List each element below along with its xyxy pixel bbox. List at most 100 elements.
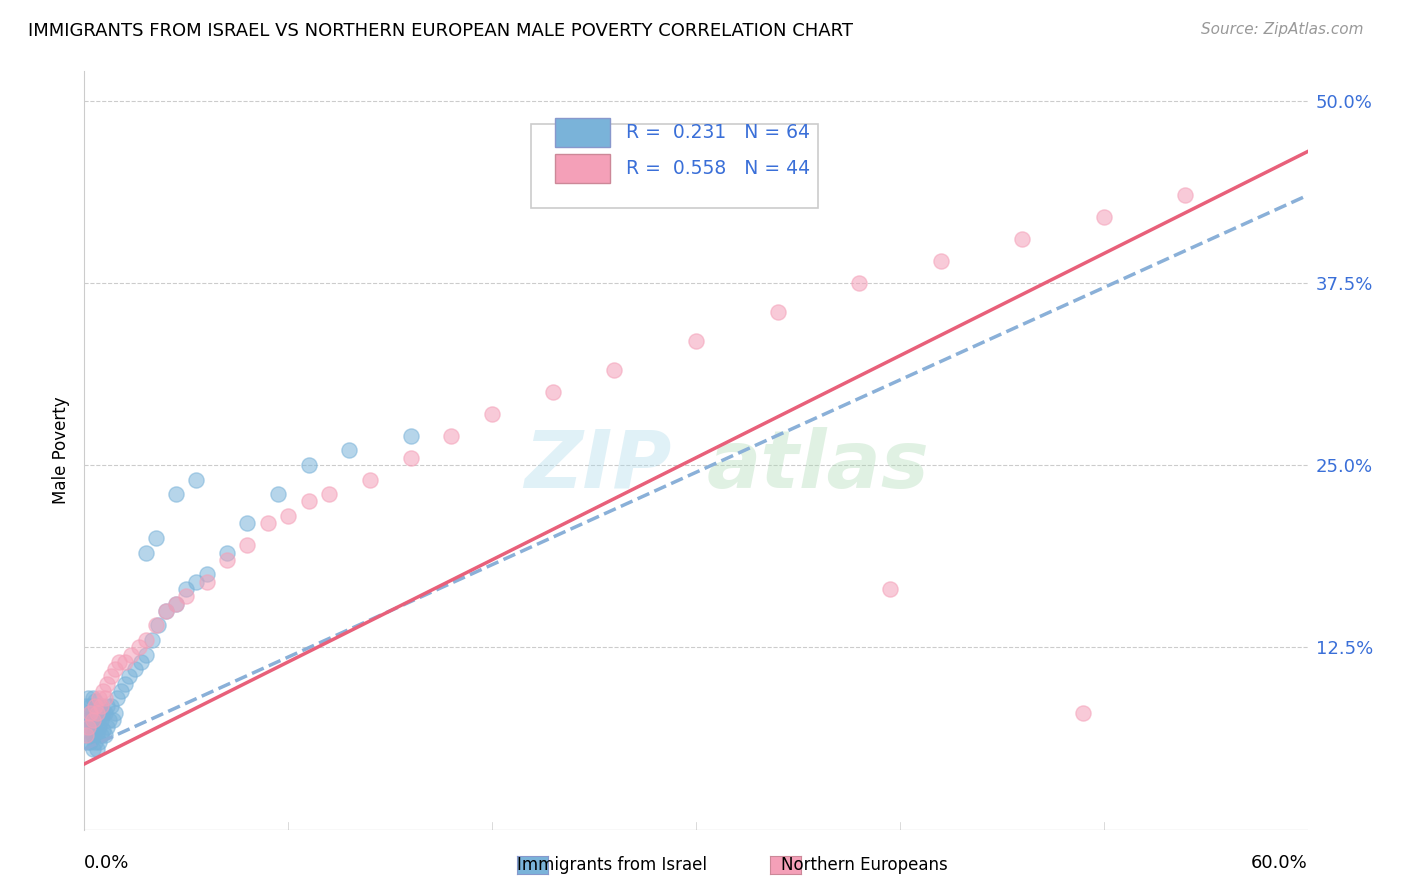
Point	[93, 728, 115, 742]
Point	[90, 698, 112, 713]
Point	[186, 574, 208, 589]
Point	[399, 429, 422, 443]
Point	[440, 429, 463, 443]
Point	[82, 691, 104, 706]
Point	[83, 698, 105, 713]
Point	[155, 604, 177, 618]
Point	[186, 473, 208, 487]
Point	[100, 698, 122, 713]
Point	[195, 567, 218, 582]
Point	[277, 509, 299, 524]
Point	[236, 516, 259, 531]
Text: R =  0.231   N = 64: R = 0.231 N = 64	[626, 123, 810, 143]
Point	[83, 713, 105, 727]
Point	[399, 450, 422, 465]
Point	[86, 728, 108, 742]
FancyBboxPatch shape	[555, 154, 610, 183]
Point	[848, 276, 870, 290]
Point	[120, 648, 142, 662]
Point	[217, 553, 239, 567]
Text: IMMIGRANTS FROM ISRAEL VS NORTHERN EUROPEAN MALE POVERTY CORRELATION CHART: IMMIGRANTS FROM ISRAEL VS NORTHERN EUROP…	[28, 22, 853, 40]
Point	[75, 698, 97, 713]
Text: Northern Europeans: Northern Europeans	[782, 856, 948, 874]
Point	[87, 721, 110, 735]
Point	[1092, 210, 1115, 224]
Point	[135, 648, 157, 662]
Point	[110, 684, 132, 698]
Point	[105, 691, 128, 706]
Point	[87, 691, 110, 706]
Text: atlas: atlas	[707, 426, 929, 505]
Point	[75, 713, 97, 727]
Text: Immigrants from Israel: Immigrants from Israel	[516, 856, 707, 874]
Point	[77, 691, 100, 706]
Point	[131, 655, 153, 669]
Text: Source: ZipAtlas.com: Source: ZipAtlas.com	[1201, 22, 1364, 37]
Point	[685, 334, 707, 348]
Point	[165, 597, 187, 611]
Point	[174, 589, 197, 603]
Point	[90, 698, 112, 713]
Point	[82, 713, 104, 727]
Point	[481, 407, 503, 421]
Text: 60.0%: 60.0%	[1251, 854, 1308, 871]
Point	[77, 735, 100, 749]
Point	[1174, 188, 1197, 202]
Point	[165, 487, 187, 501]
Point	[96, 698, 118, 713]
Point	[93, 691, 115, 706]
Point	[82, 728, 104, 742]
Point	[75, 728, 97, 742]
Point	[128, 640, 150, 655]
Point	[114, 655, 136, 669]
Point	[82, 713, 104, 727]
Point	[603, 363, 626, 377]
Point	[146, 618, 169, 632]
Point	[91, 684, 114, 698]
Point	[79, 698, 101, 713]
Y-axis label: Male Poverty: Male Poverty	[52, 397, 70, 504]
Point	[77, 721, 100, 735]
Point	[101, 713, 124, 727]
Text: R =  0.558   N = 44: R = 0.558 N = 44	[626, 159, 810, 178]
Point	[165, 597, 187, 611]
Point	[91, 706, 114, 720]
Point	[108, 655, 131, 669]
Point	[91, 723, 114, 738]
Point	[339, 443, 361, 458]
Point	[90, 728, 112, 742]
Point	[86, 742, 108, 756]
Point	[82, 742, 104, 756]
Point	[79, 735, 101, 749]
Point	[93, 706, 115, 720]
Point	[766, 305, 789, 319]
Point	[79, 706, 101, 720]
Point	[267, 487, 290, 501]
Point	[86, 706, 108, 720]
Point	[77, 721, 100, 735]
Point	[83, 723, 105, 738]
Text: ZIP: ZIP	[524, 426, 672, 505]
Point	[257, 516, 280, 531]
Point	[82, 706, 104, 720]
FancyBboxPatch shape	[555, 119, 610, 147]
Point	[104, 706, 127, 720]
Point	[79, 721, 101, 735]
Point	[141, 633, 163, 648]
Point	[174, 582, 197, 596]
Point	[298, 494, 321, 508]
Point	[96, 677, 118, 691]
Point	[929, 254, 952, 268]
Point	[118, 669, 141, 683]
Point	[359, 473, 381, 487]
Point	[86, 698, 108, 713]
Point	[79, 713, 101, 727]
Point	[114, 677, 136, 691]
Point	[155, 604, 177, 618]
Point	[87, 706, 110, 720]
Point	[135, 633, 157, 648]
Text: 0.0%: 0.0%	[84, 854, 129, 871]
Point	[217, 545, 239, 559]
Point	[318, 487, 340, 501]
Point	[77, 706, 100, 720]
